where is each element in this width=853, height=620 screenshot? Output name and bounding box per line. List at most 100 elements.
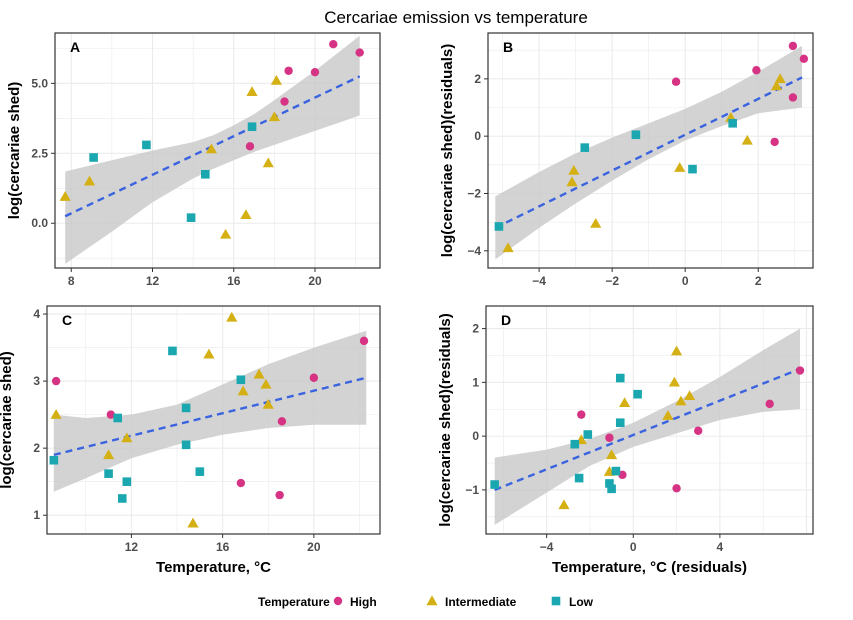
panel-frame [487,32,814,269]
data-point-high [236,478,246,488]
data-point-intermediate [262,157,274,168]
legend-label: Low [569,595,594,609]
panel-label: B [503,39,513,55]
data-point-intermediate [205,143,218,154]
data-point-low [195,467,205,476]
panel-label: C [62,312,72,328]
data-point-high [280,97,289,106]
x-tick-label: −4 [540,540,554,554]
x-tick-label: 0 [630,540,637,554]
data-point-low [631,130,641,140]
data-point-intermediate [102,449,115,460]
data-point-intermediate [502,242,514,253]
legend-label: Intermediate [445,595,517,609]
data-point-intermediate [253,368,265,379]
data-point-high [618,470,627,480]
x-axis-title: Temperature, °C (residuals) [552,559,747,576]
x-tick-label: −2 [605,274,619,288]
data-point-low [611,466,621,476]
data-point-low [688,164,697,174]
data-point-intermediate [226,311,238,322]
x-tick-label: 20 [307,540,321,554]
regression-line [494,367,801,492]
data-point-intermediate [558,499,570,510]
data-point-intermediate [683,390,696,401]
y-tick-label: 1 [472,375,479,389]
y-tick-label: −1 [465,483,479,497]
data-point-high [788,93,798,102]
data-point-intermediate [670,345,683,356]
data-point-intermediate [606,449,618,460]
data-point-high [577,410,586,419]
regression-line [53,376,367,457]
y-axis-title: log(cercariae shed) [6,82,23,220]
data-point-intermediate [260,378,272,389]
data-point-intermediate [590,217,602,228]
data-point-high [694,426,703,435]
data-point-low [122,477,132,486]
y-tick-label: 0.0 [31,216,48,230]
data-point-high [770,137,779,147]
confidence-band [53,330,367,492]
data-point-high [359,336,369,346]
legend-item-low: Low [551,595,594,609]
data-point-low [236,375,246,385]
x-tick-label: 0 [682,274,689,288]
y-tick-label: 2 [472,322,479,336]
data-point-high [106,410,116,419]
data-point-low [580,143,590,152]
y-axis-title: log(cercariae shed) [0,351,15,489]
panel-frame [54,32,381,269]
data-point-intermediate [774,73,786,84]
data-point-high [245,142,255,151]
data-point-low [605,479,614,488]
data-point-low [494,222,504,231]
data-point-low [104,469,113,478]
legend-item-intermediate: Intermediate [426,595,517,609]
panel-frame [46,305,381,535]
legend-marker-high [333,596,343,606]
data-point-low [615,373,625,383]
y-tick-label: −4 [467,244,481,258]
data-point-low [113,413,123,423]
regression-line [64,75,361,218]
panel-label: A [70,39,80,55]
data-point-high [795,366,805,375]
y-tick-label: 2 [33,441,40,455]
data-point-intermediate [270,74,283,85]
panel-frame [485,305,814,535]
data-point-intermediate [262,398,274,409]
data-point-intermediate [237,385,249,396]
data-point-high [310,67,320,77]
data-point-low [89,153,98,162]
y-tick-label: 3 [33,374,40,388]
y-axis-title: log(cercariae shed)(residuals) [437,313,454,526]
data-point-intermediate [566,176,578,187]
data-point-low [168,346,177,356]
data-point-low [615,418,625,427]
x-tick-label: 12 [125,540,139,554]
data-point-high [277,417,287,426]
x-tick-label: −4 [532,274,546,288]
data-point-low [49,455,59,465]
confidence-band [494,328,800,525]
data-point-intermediate [662,410,674,420]
data-point-high [671,77,681,86]
y-tick-label: 0 [474,129,481,143]
data-point-low [247,122,257,132]
y-tick-label: 1 [33,508,40,522]
data-point-high [51,376,61,386]
x-tick-label: 16 [216,540,230,554]
data-point-low [142,140,151,150]
y-axis-title: log(cercariae shed)(residuals) [439,44,456,257]
y-tick-label: 2 [474,72,481,86]
legend-title: Temperature [258,595,330,609]
data-point-intermediate [618,397,631,407]
data-point-intermediate [246,86,258,96]
x-tick-label: 12 [146,274,160,288]
data-point-high [329,39,338,49]
figure-title: Cercariae emission vs temperature [324,8,588,27]
